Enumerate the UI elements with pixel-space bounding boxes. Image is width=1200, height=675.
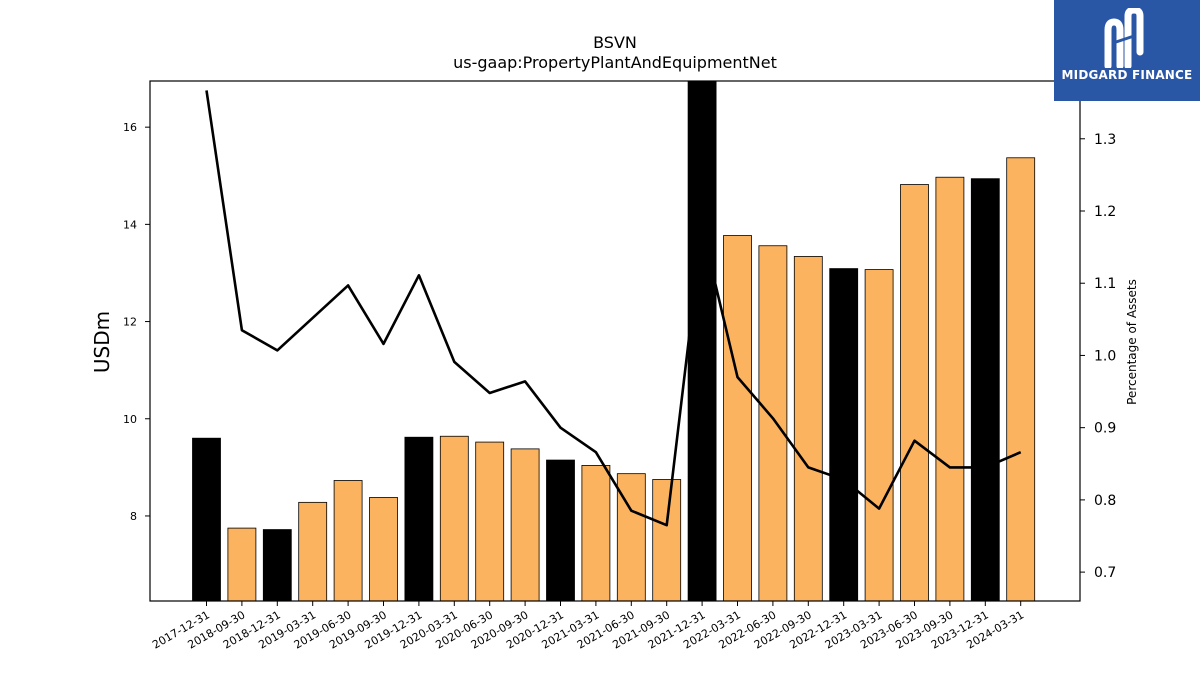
y2-tick-label: 1.0	[1094, 348, 1116, 364]
plot-frame	[149, 80, 1081, 602]
y2-tick-label: 1.2	[1094, 204, 1116, 220]
bar	[510, 448, 540, 602]
bar	[1006, 157, 1036, 602]
bar	[581, 465, 611, 602]
bar	[935, 176, 965, 602]
bar	[404, 436, 434, 602]
y2-axis: 0.7 0.8 0.9 1.0 1.1 1.2 1.3	[1080, 132, 1116, 581]
bar	[687, 80, 717, 602]
chart-title: BSVN	[593, 33, 637, 52]
bar	[793, 256, 823, 602]
y-tick-label: 12	[123, 316, 137, 329]
bars-group	[192, 80, 1036, 602]
logo-text: MIDGARD FINANCE	[1061, 68, 1193, 82]
line-group	[205, 90, 1022, 527]
bar	[262, 529, 292, 602]
chart-subtitle: us-gaap:PropertyPlantAndEquipmentNet	[453, 53, 777, 72]
y2-tick-label: 0.9	[1094, 421, 1116, 437]
bar	[723, 235, 752, 602]
bar	[900, 184, 929, 602]
bar	[369, 497, 398, 602]
y2-tick-label: 1.3	[1094, 132, 1116, 148]
bar	[758, 245, 788, 602]
y-tick-label: 16	[123, 121, 137, 134]
bar	[192, 437, 221, 602]
y2-axis-label: Percentage of Assets	[1125, 279, 1139, 405]
y2-tick-label: 1.1	[1094, 276, 1116, 292]
bar	[970, 178, 1000, 602]
y-axis: 8 10 12 14 16	[123, 121, 150, 523]
midgard-logo-icon	[1104, 8, 1144, 68]
bar	[652, 479, 682, 602]
y-axis-label: USDm	[90, 311, 114, 373]
bar	[439, 435, 469, 602]
y-tick-label: 14	[123, 218, 137, 231]
bar	[227, 527, 257, 602]
line-series	[205, 90, 1022, 527]
y-tick-label: 10	[123, 413, 137, 426]
y2-tick-label: 0.7	[1094, 565, 1116, 581]
bar	[475, 441, 505, 602]
bar	[829, 268, 859, 602]
bar	[546, 459, 575, 602]
bar	[333, 480, 363, 602]
y-tick-label: 8	[130, 510, 137, 523]
logo-badge: MIDGARD FINANCE	[1054, 0, 1200, 101]
bar	[298, 501, 328, 602]
y2-tick-label: 0.8	[1094, 493, 1116, 509]
x-axis: 2017-12-312018-09-302018-12-312019-03-31…	[150, 601, 1026, 652]
bar	[864, 269, 894, 602]
